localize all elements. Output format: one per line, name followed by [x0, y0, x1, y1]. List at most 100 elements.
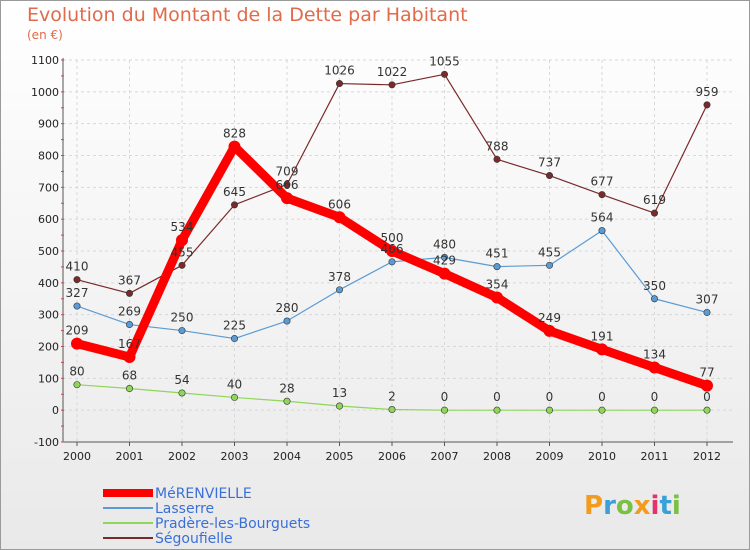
- data-label: 54: [174, 373, 189, 387]
- x-tick-label: 2002: [168, 450, 196, 463]
- legend-label: MéRENVIELLE: [155, 486, 252, 502]
- data-label: 480: [433, 237, 456, 251]
- data-label: 677: [591, 175, 614, 189]
- data-point: [440, 253, 448, 261]
- data-point: [650, 406, 658, 414]
- data-point: [386, 245, 398, 257]
- legend: MéRENVIELLELasserrePradère-les-Bourguets…: [103, 486, 310, 547]
- logo-letter: o: [615, 491, 634, 521]
- data-point: [598, 227, 606, 235]
- data-label: 0: [546, 390, 554, 404]
- y-tick-label: 100: [38, 372, 59, 385]
- data-label: 80: [69, 365, 84, 379]
- data-point: [543, 324, 556, 337]
- data-label: 666: [276, 178, 299, 192]
- y-tick-label: 0: [52, 404, 59, 417]
- data-point: [438, 267, 451, 280]
- data-label: 534: [171, 220, 194, 234]
- series-2: [73, 381, 711, 414]
- data-label: 28: [279, 381, 294, 395]
- data-point: [493, 406, 501, 414]
- data-point: [71, 337, 83, 350]
- y-tick-label: 600: [38, 213, 59, 226]
- data-label: 167: [118, 337, 141, 351]
- data-label: 564: [591, 211, 614, 225]
- x-tick-label: 2005: [326, 450, 354, 463]
- data-label: 13: [332, 386, 347, 400]
- data-label: 280: [276, 301, 299, 315]
- data-label: 1026: [324, 64, 355, 78]
- data-label: 134: [643, 348, 666, 362]
- logo-letter: x: [633, 491, 651, 521]
- data-label: 959: [696, 85, 719, 99]
- x-tick-label: 2010: [588, 450, 616, 463]
- data-label: 619: [643, 193, 666, 207]
- data-label: 0: [441, 390, 449, 404]
- data-point: [73, 381, 81, 389]
- x-tick-label: 2011: [641, 450, 669, 463]
- x-tick-label: 2000: [63, 450, 91, 463]
- data-point: [73, 276, 81, 284]
- data-label: 2: [388, 390, 396, 404]
- legend-label: Ségoufielle: [155, 531, 233, 547]
- data-label: 606: [328, 197, 351, 211]
- y-tick-label: 300: [38, 309, 59, 322]
- logo-letter: t: [659, 491, 672, 521]
- data-point: [126, 289, 134, 297]
- y-tick-label: 500: [38, 245, 59, 258]
- data-point: [335, 80, 343, 88]
- logo-letter: P: [584, 491, 604, 521]
- data-point: [388, 81, 396, 89]
- legend-label: Pradère-les-Bourguets: [155, 516, 310, 532]
- data-label: 209: [66, 324, 89, 338]
- data-point: [703, 101, 711, 109]
- data-point: [126, 321, 134, 329]
- data-point: [545, 406, 553, 414]
- data-label: 788: [486, 139, 509, 153]
- data-point: [231, 393, 239, 401]
- data-point: [701, 379, 713, 392]
- x-tick-label: 2009: [536, 450, 564, 463]
- proxiti-logo[interactable]: Proxiti: [584, 491, 681, 521]
- data-label: 451: [486, 247, 509, 261]
- legend-label: Lasserre: [155, 501, 214, 517]
- data-point: [335, 402, 343, 410]
- x-tick-label: 2001: [116, 450, 144, 463]
- data-label: 1055: [429, 54, 460, 68]
- data-label: 378: [328, 270, 351, 284]
- data-label: 455: [538, 245, 561, 259]
- data-label: 429: [433, 254, 456, 268]
- data-point: [176, 234, 188, 247]
- chart-title: Evolution du Montant de la Dette par Hab…: [27, 4, 468, 26]
- data-label: 828: [223, 127, 246, 141]
- y-tick-label: 900: [38, 118, 59, 131]
- data-label: 1022: [377, 65, 408, 79]
- data-label: 354: [486, 277, 509, 291]
- data-point: [703, 308, 711, 316]
- y-tick-label: -100: [34, 436, 59, 449]
- data-point: [333, 211, 346, 224]
- data-label: 709: [276, 164, 299, 178]
- data-label: 327: [66, 286, 89, 300]
- logo-letter: r: [603, 491, 616, 521]
- data-point: [283, 317, 291, 325]
- data-label: 350: [643, 279, 666, 293]
- y-tick-label: 800: [38, 150, 59, 163]
- data-point: [493, 155, 501, 163]
- data-point: [491, 291, 503, 304]
- y-tick-label: 1000: [31, 86, 59, 99]
- data-label: 269: [118, 305, 141, 319]
- x-tick-label: 2012: [693, 450, 721, 463]
- data-label: 307: [696, 292, 719, 306]
- data-label: 0: [493, 390, 501, 404]
- data-label: 77: [699, 366, 714, 380]
- logo-letter: i: [650, 491, 660, 521]
- data-label: 249: [538, 311, 561, 325]
- data-label: 191: [591, 329, 614, 343]
- data-label: 0: [651, 390, 659, 404]
- data-point: [703, 406, 711, 414]
- x-tick-label: 2008: [483, 450, 511, 463]
- data-label: 645: [223, 185, 246, 199]
